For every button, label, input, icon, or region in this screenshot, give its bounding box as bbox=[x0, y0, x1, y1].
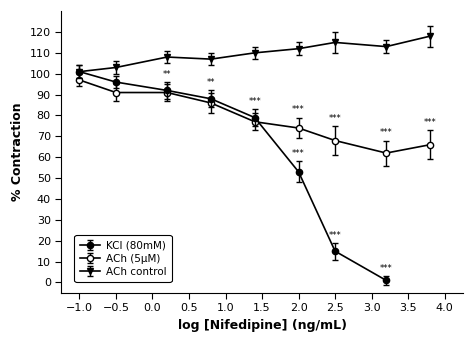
Text: **: ** bbox=[163, 70, 172, 79]
X-axis label: log [Nifedipine] (ng/mL): log [Nifedipine] (ng/mL) bbox=[178, 319, 346, 332]
Text: ***: *** bbox=[248, 97, 261, 106]
Text: ***: *** bbox=[380, 128, 392, 138]
Text: ***: *** bbox=[292, 105, 305, 115]
Legend: KCl (80mM), ACh (5μM), ACh control: KCl (80mM), ACh (5μM), ACh control bbox=[74, 235, 172, 282]
Text: ***: *** bbox=[292, 149, 305, 158]
Text: ***: *** bbox=[424, 118, 437, 127]
Text: **: ** bbox=[207, 78, 215, 87]
Text: ***: *** bbox=[380, 264, 392, 273]
Text: *: * bbox=[114, 64, 118, 73]
Y-axis label: % Contraction: % Contraction bbox=[11, 103, 24, 201]
Text: ***: *** bbox=[328, 231, 341, 240]
Text: ***: *** bbox=[328, 114, 341, 123]
